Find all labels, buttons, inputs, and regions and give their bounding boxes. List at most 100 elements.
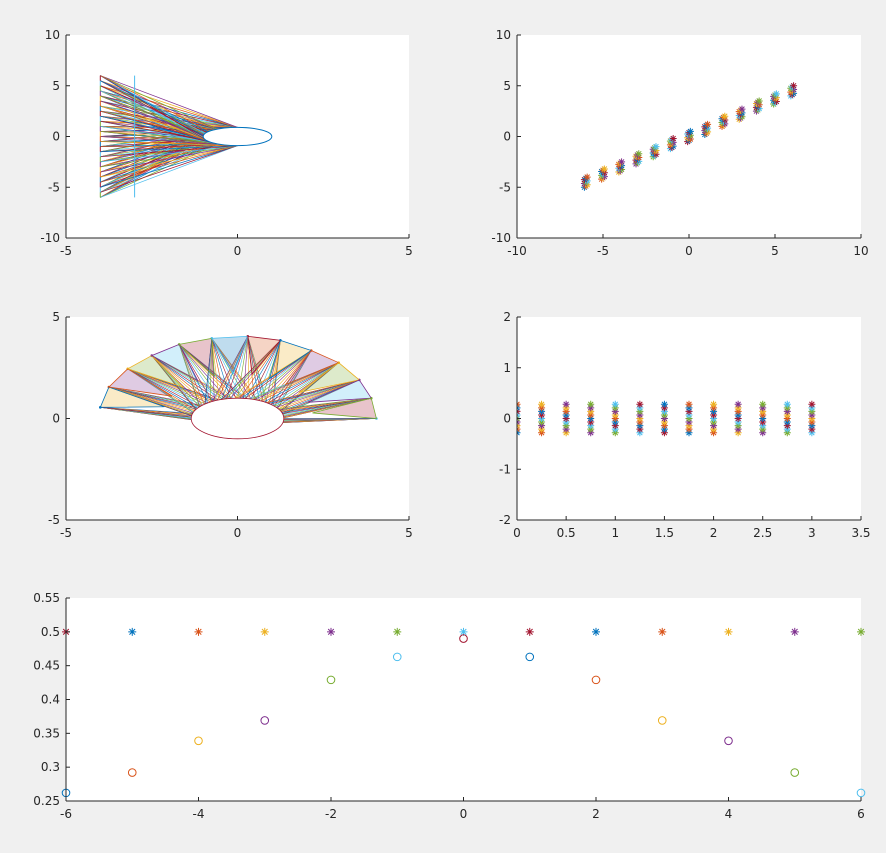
y-tick-label: -2 — [499, 513, 511, 527]
y-tick-label: -1 — [499, 462, 511, 476]
x-tick-label: 0 — [234, 244, 242, 258]
data-point — [790, 86, 798, 94]
fan-line — [100, 75, 218, 130]
y-tick-label: 0.55 — [33, 591, 60, 605]
data-point — [710, 411, 718, 419]
y-tick-label: 1 — [503, 361, 511, 375]
x-tick-label: 0 — [234, 526, 242, 540]
star-spike — [99, 386, 165, 408]
data-point — [686, 135, 694, 143]
data-point — [587, 411, 595, 419]
data-point — [710, 404, 718, 412]
data-point — [755, 97, 763, 105]
data-point — [562, 429, 570, 437]
fan-line — [100, 85, 218, 130]
data-point — [562, 400, 570, 408]
star-spike — [307, 379, 372, 403]
fan-line — [100, 145, 238, 188]
data-point — [710, 400, 718, 408]
circle-point — [724, 736, 733, 746]
data-point — [611, 429, 619, 437]
data-point — [734, 400, 742, 408]
data-point — [660, 411, 668, 419]
data-point — [600, 169, 608, 177]
fan-line — [100, 407, 204, 419]
data-point — [685, 415, 693, 422]
data-point — [636, 407, 644, 415]
fan-line — [178, 344, 204, 419]
data-point — [669, 135, 677, 143]
data-point — [562, 418, 570, 426]
x-tick-label: -5 — [60, 244, 72, 258]
circle-point — [525, 652, 535, 662]
data-point — [772, 97, 780, 105]
data-point — [636, 411, 644, 419]
y-tick-label: 0 — [52, 412, 60, 426]
data-point — [618, 162, 626, 170]
ellipse — [190, 397, 285, 440]
data-point — [562, 407, 570, 415]
data-point — [583, 177, 591, 185]
fan-line — [100, 145, 238, 178]
data-point — [686, 131, 694, 139]
data-point — [704, 128, 712, 136]
plot-marks — [99, 334, 378, 440]
fan-line — [100, 105, 218, 145]
y-tick-label: 0 — [503, 412, 511, 426]
data-point — [652, 143, 660, 151]
data-point — [660, 429, 668, 437]
fan-line — [100, 138, 206, 183]
y-tick-label: -5 — [499, 180, 511, 194]
data-point — [538, 400, 546, 408]
data-point — [583, 173, 591, 181]
data-point — [734, 407, 742, 415]
data-point — [636, 422, 644, 430]
data-point — [783, 411, 791, 419]
ellipse — [202, 126, 273, 147]
data-point — [808, 411, 816, 419]
fan-line — [100, 145, 238, 198]
data-point — [611, 415, 619, 422]
data-point — [710, 429, 718, 437]
data-point — [562, 422, 570, 430]
star-spike — [108, 368, 173, 397]
axes-top-right: -10 -5 0 5 10 -10 -5 0 5 10 — [491, 28, 868, 258]
fan-line — [100, 75, 238, 128]
y-tick-label: 0 — [503, 130, 511, 144]
x-tick-label: 3.5 — [851, 526, 870, 540]
x-tick-label: 0 — [513, 526, 521, 540]
data-point — [704, 124, 712, 132]
data-point — [759, 400, 767, 408]
fan-line — [100, 145, 238, 168]
fan-line — [100, 80, 218, 130]
data-point — [738, 113, 746, 121]
data-point — [611, 407, 619, 415]
star-point — [393, 627, 402, 636]
data-point — [611, 418, 619, 426]
data-point — [587, 415, 595, 422]
data-point — [660, 422, 668, 430]
data-point — [710, 415, 718, 422]
data-point — [738, 109, 746, 117]
data-point — [636, 404, 644, 412]
data-point — [783, 425, 791, 433]
fan-line — [100, 143, 218, 153]
star-point — [128, 627, 137, 636]
data-point — [755, 101, 763, 109]
fan-line — [100, 75, 206, 140]
data-point — [759, 422, 767, 430]
circle-point — [326, 675, 336, 685]
data-point — [685, 418, 693, 426]
data-point — [660, 425, 668, 433]
fan-line — [100, 75, 206, 134]
y-tick-label: -5 — [48, 180, 60, 194]
data-point — [611, 404, 619, 412]
data-point — [710, 422, 718, 430]
y-tick-label: 5 — [503, 79, 511, 93]
data-point — [808, 422, 816, 430]
data-point — [783, 404, 791, 412]
fan-line — [100, 145, 238, 183]
data-point — [618, 165, 626, 173]
data-point — [790, 89, 798, 97]
